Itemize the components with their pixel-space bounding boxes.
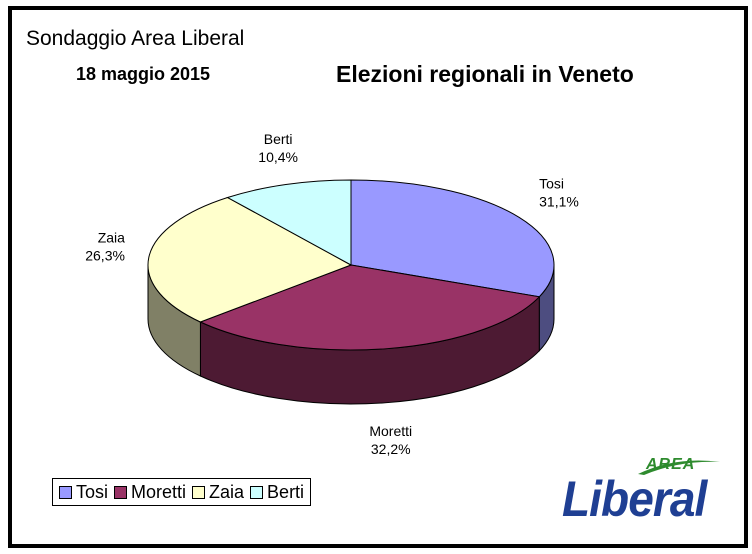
logo-main-text: Liberal	[562, 471, 707, 527]
slice-name-label-berti: Berti	[264, 131, 293, 147]
pie-labels: Tosi 31,1% Moretti 32,2% Zaia 26,3% Berti 10,4%	[85, 131, 579, 457]
legend-item-moretti: Moretti	[114, 482, 186, 503]
slice-berti	[226, 179, 352, 266]
legend-swatch-moretti	[114, 485, 128, 499]
logo-area-text: AREA	[646, 456, 696, 473]
legend-swatch-zaia	[192, 485, 206, 499]
slice-tosi	[350, 179, 555, 298]
slice-moretti	[199, 264, 541, 351]
legend-label-berti: Berti	[267, 481, 305, 502]
area-liberal-logo: AREA Liberal	[558, 456, 734, 536]
logo-swoosh-icon	[638, 460, 720, 475]
legend-swatch-berti	[250, 485, 264, 499]
pie-slices	[147, 179, 555, 351]
legend-label-zaia: Zaia	[209, 481, 245, 502]
slice-value-label-moretti: 32,2%	[371, 441, 411, 457]
slice-zaia	[147, 196, 353, 323]
chart-title: Elezioni regionali in Veneto	[336, 61, 634, 87]
legend: Tosi Moretti Zaia Berti	[52, 478, 312, 506]
slice-value-label-berti: 10,4%	[258, 149, 298, 165]
legend-swatch-tosi	[59, 485, 72, 499]
legend-label-tosi: Tosi	[76, 481, 109, 502]
legend-item-berti: Berti	[250, 482, 304, 503]
pie-sides	[147, 264, 555, 405]
legend-item-tosi: Tosi	[59, 482, 108, 503]
survey-date: 18 maggio 2015	[76, 64, 211, 84]
legend-item-zaia: Zaia	[192, 482, 244, 503]
slice-name-label-zaia: Zaia	[98, 230, 125, 246]
slice-value-label-tosi: 31,1%	[539, 194, 579, 210]
survey-source: Sondaggio Area Liberal	[26, 27, 245, 50]
slice-value-label-zaia: 26,3%	[85, 248, 125, 264]
legend-label-moretti: Moretti	[131, 481, 187, 502]
slice-name-label-moretti: Moretti	[369, 423, 412, 439]
slice-name-label-tosi: Tosi	[539, 176, 564, 192]
